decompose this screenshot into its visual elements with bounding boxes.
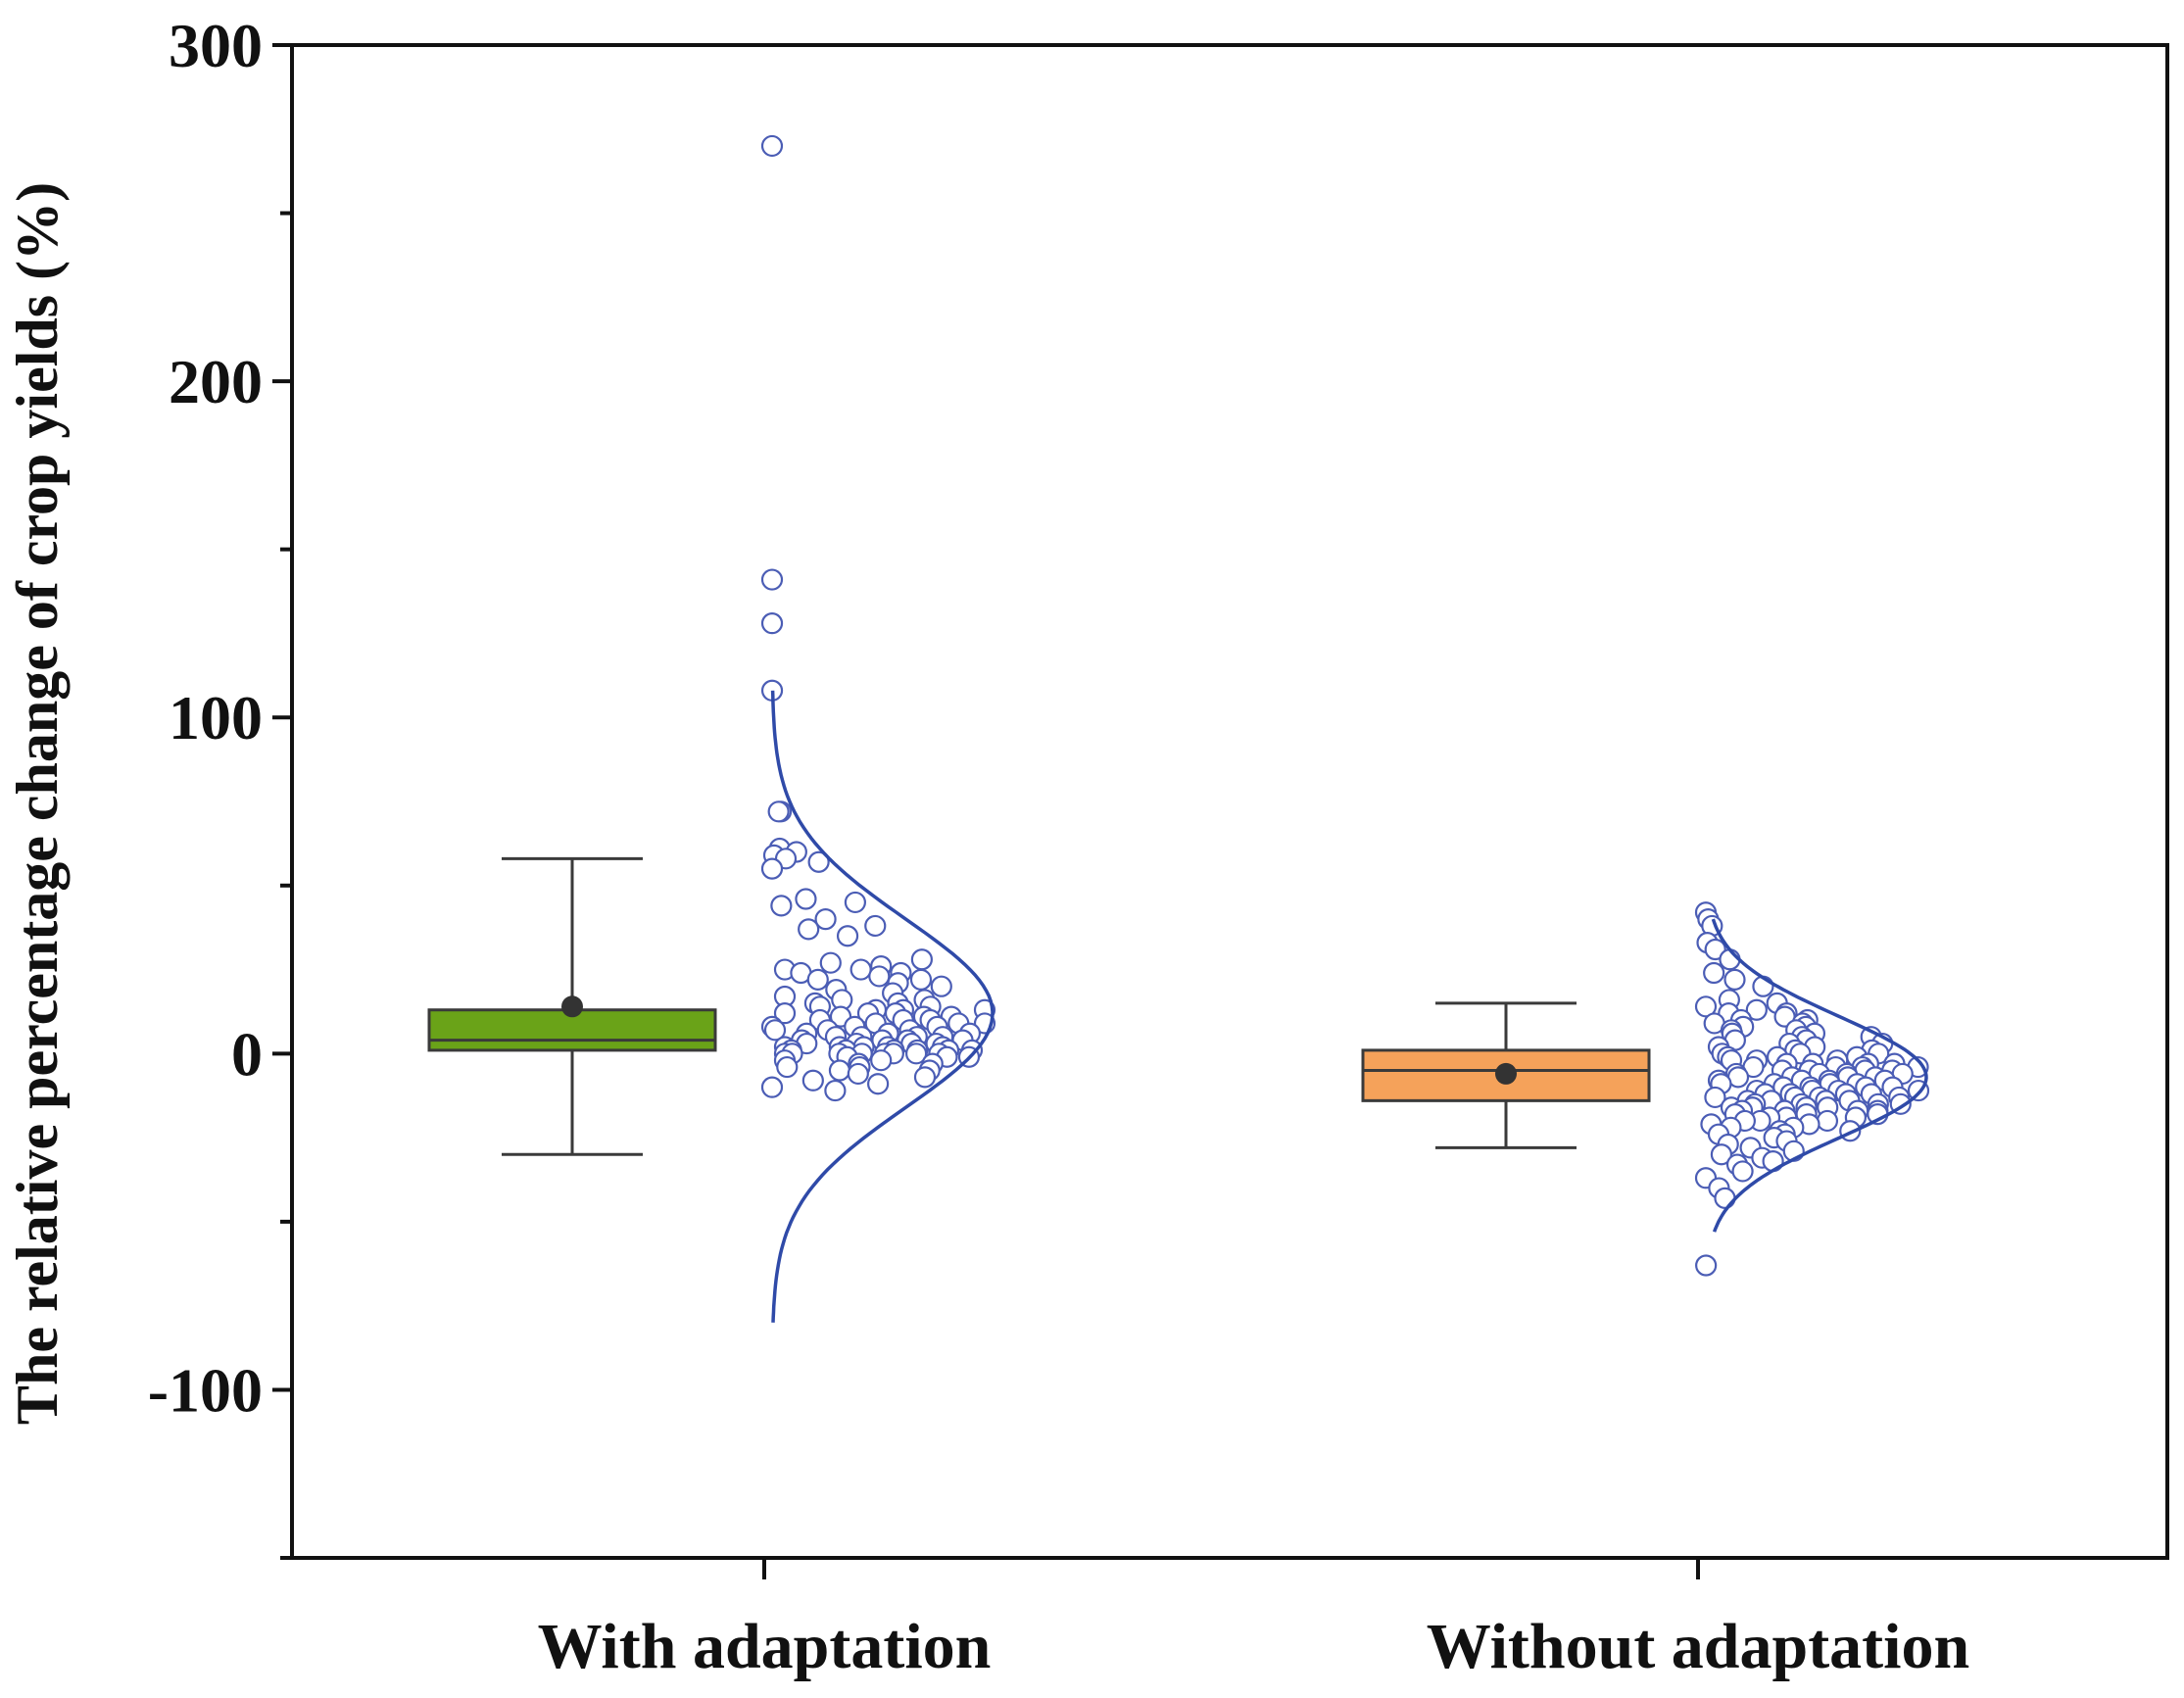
data-point [770,895,793,917]
data-point [1704,938,1726,961]
distribution-curve-layer [770,690,1928,1323]
data-point [847,1062,869,1086]
data-point [760,857,784,880]
data-point [801,1069,824,1092]
data-point [909,968,933,991]
normal-distribution-curve [770,690,995,1323]
data-point [1694,995,1718,1018]
data-point [910,948,933,971]
y-tick-label: -100 [148,1355,263,1425]
data-point [864,914,887,938]
data-point [1723,968,1746,991]
x-category-label: With adaptation [538,1611,992,1682]
data-point [849,958,872,981]
y-tick-label: 200 [169,347,263,416]
data-point [767,800,790,823]
data-point [1703,961,1725,985]
data-point [913,1066,937,1089]
data-point [828,1059,851,1082]
plot-area-frame [290,43,2169,1560]
data-point [905,1043,928,1065]
axis-label-layer: The relative percentage change of crop y… [5,11,1969,1682]
data-point [1704,1086,1726,1109]
data-point [763,1019,787,1042]
data-point [760,1076,784,1098]
data-point [1731,1160,1754,1183]
data-point [776,1055,799,1079]
y-tick-label: 100 [169,683,263,752]
box-layer [427,856,1651,1156]
data-point [1714,1187,1736,1209]
data-point [1816,1109,1839,1133]
data-point [795,888,817,910]
data-point [773,1002,797,1025]
plot-frame-layer [272,43,2169,1579]
data-point [1745,998,1768,1021]
data-point [819,951,842,974]
data-point [798,918,820,941]
data-point [867,1073,890,1095]
data-point [870,1049,893,1072]
y-tick-label: 0 [231,1019,263,1089]
normal-distribution-curve [1711,918,1928,1233]
data-point [868,965,891,988]
data-point [760,568,784,591]
data-point [844,891,867,914]
data-point [814,907,837,931]
data-point [824,1079,847,1102]
data-point [806,968,829,991]
y-axis-title: The relative percentage change of crop y… [5,182,70,1425]
data-point [807,850,830,873]
data-point [836,925,859,947]
x-category-label: Without adaptation [1427,1611,1969,1682]
data-point [1710,1143,1733,1166]
data-point [760,612,784,635]
mean-marker [561,995,583,1018]
data-point [760,134,784,158]
y-tick-label: 300 [169,11,263,80]
mean-marker [1495,1062,1517,1085]
scatter-point-layer [760,134,1930,1277]
data-point [1695,1254,1718,1277]
data-point [930,975,952,997]
